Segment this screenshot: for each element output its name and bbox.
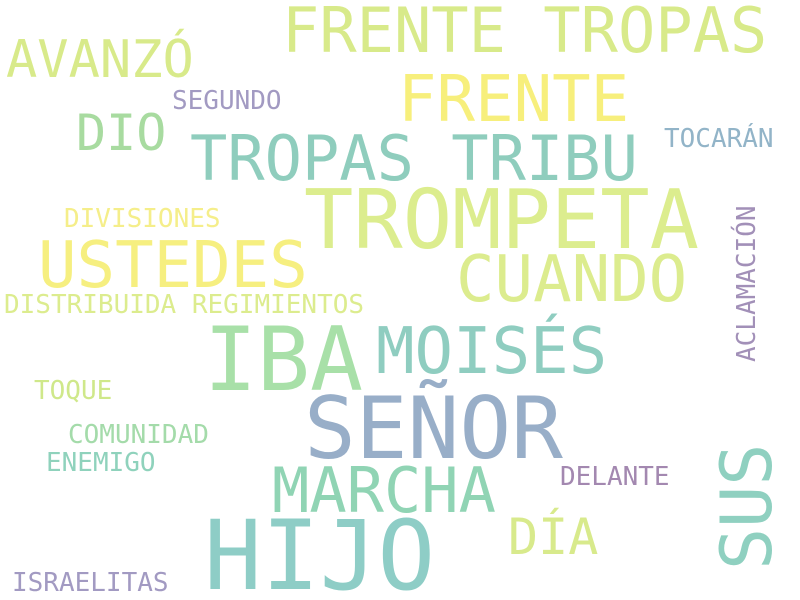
- word-hijo: HIJO: [204, 500, 436, 600]
- word-tocaran: TOCARÁN: [664, 124, 774, 154]
- word-trompeta: TROMPETA: [304, 173, 699, 268]
- word-segundo: SEGUNDO: [172, 86, 282, 116]
- word-enemigo: ENEMIGO: [46, 448, 156, 478]
- word-ustedes: USTEDES: [38, 229, 308, 303]
- word-avanzo: AVANZÓ: [6, 30, 194, 90]
- word-distribuida-regimientos: DISTRIBUIDA REGIMIENTOS: [4, 290, 365, 320]
- word-moises: MOISÉS: [376, 315, 608, 389]
- word-aclamacion: ACLAMACIÓN: [732, 205, 762, 362]
- word-israelitas: ISRAELITAS: [12, 568, 169, 598]
- word-cuando: CUANDO: [456, 243, 688, 317]
- word-comunidad: COMUNIDAD: [68, 420, 209, 450]
- word-toque: TOQUE: [34, 376, 113, 406]
- word-divisiones: DIVISIONES: [64, 204, 221, 234]
- word-marcha: MARCHA: [272, 454, 496, 527]
- word-senor: SEÑOR: [304, 379, 563, 479]
- word-delante: DELANTE: [560, 462, 670, 492]
- word-sus: SUS: [706, 443, 788, 570]
- word-frente-tropas: FRENTE TROPAS: [282, 0, 768, 67]
- word-frente: FRENTE: [398, 63, 630, 137]
- word-tropas-tribu: TROPAS TRIBU: [190, 122, 638, 195]
- word-dio: DIO: [76, 104, 167, 162]
- word-dia: DÍA: [508, 508, 599, 566]
- word-iba: IBA: [204, 308, 363, 411]
